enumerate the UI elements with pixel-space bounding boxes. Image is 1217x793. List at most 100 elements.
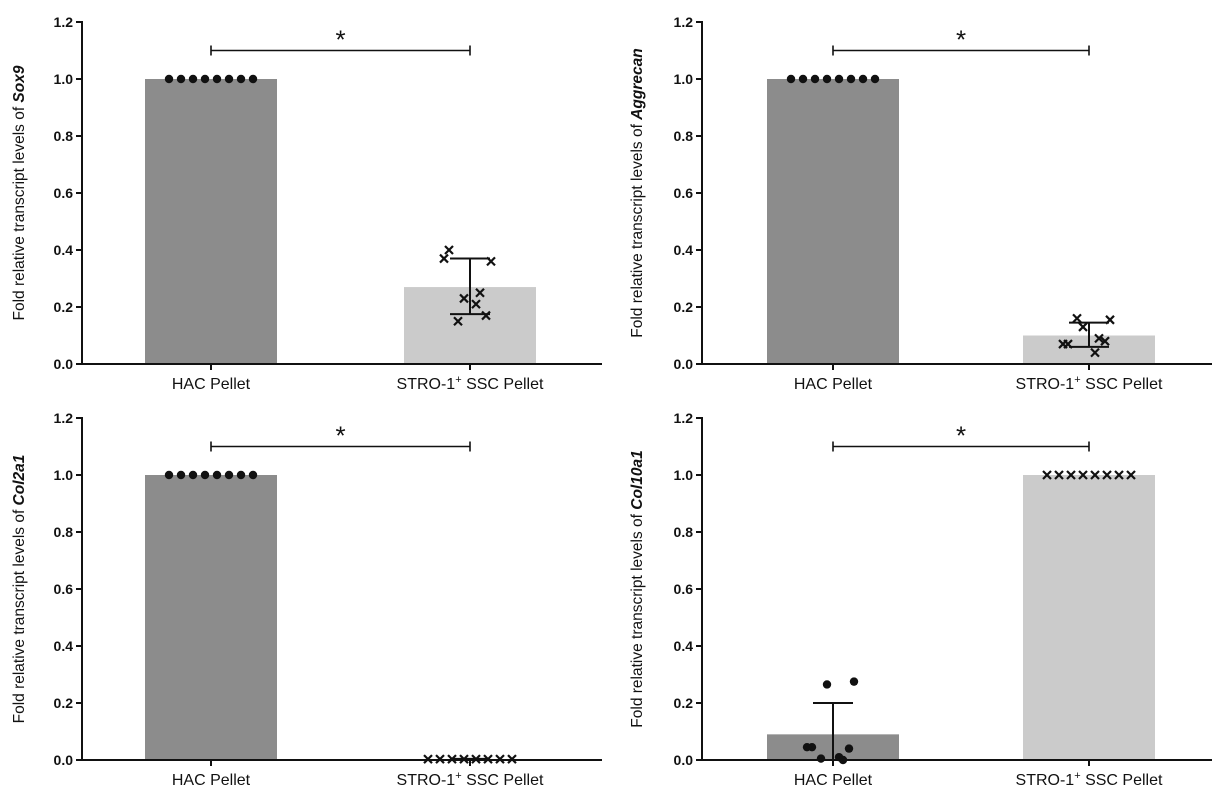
x-category-label: STRO-1+ SSC Pellet (397, 770, 544, 789)
data-point-1-5 (212, 74, 222, 84)
data-point-2-2 (1105, 315, 1115, 325)
data-point-2-1 (444, 245, 454, 255)
data-point-1-3 (822, 680, 832, 689)
y-tick-label: 1.2 (674, 410, 694, 426)
data-point-1-8 (248, 470, 258, 480)
data-point-2-2 (1054, 470, 1064, 480)
x-category-label: STRO-1+ SSC Pellet (397, 374, 544, 393)
y-tick-label: 0.4 (54, 242, 74, 258)
data-point-1-2 (798, 74, 808, 84)
data-point-2-5 (1090, 470, 1100, 480)
data-point-2-3 (1066, 470, 1076, 480)
data-point-2-7 (1114, 470, 1124, 480)
data-point-1-1 (164, 470, 174, 480)
y-tick-label: 1.0 (54, 467, 74, 483)
data-point-1-8 (802, 742, 812, 752)
bar-1 (145, 475, 277, 760)
data-point-1-6 (224, 470, 234, 480)
data-point-2-6 (1102, 470, 1112, 480)
y-tick-label: 0.0 (674, 356, 694, 372)
y-tick-label: 1.2 (674, 14, 694, 30)
y-tick-label: 1.0 (674, 467, 694, 483)
data-point-1-6 (846, 74, 856, 84)
bar-1 (767, 79, 899, 364)
y-tick-label: 0.4 (674, 638, 694, 654)
data-point-2-8 (1058, 339, 1068, 349)
data-point-1-7 (844, 744, 854, 753)
data-point-2-8 (439, 253, 449, 264)
y-tick-label: 0.0 (54, 356, 74, 372)
y-tick-label: 0.6 (674, 185, 694, 201)
x-category-label: HAC Pellet (794, 376, 873, 393)
data-point-1-7 (236, 470, 246, 480)
y-tick-label: 1.2 (54, 410, 74, 426)
y-axis-label: Fold relative transcript levels of Col2a… (11, 455, 28, 724)
y-tick-label: 0.8 (54, 128, 74, 144)
y-tick-label: 0.4 (54, 638, 74, 654)
data-point-2-7 (1100, 336, 1110, 346)
chart-panel-1: 0.0 0.2 0.4 0.6 0.8 1.0 1.2 HAC Pellet STRO-1+ S… (11, 14, 602, 393)
data-point-1-3 (188, 470, 198, 480)
chart-panel-2: 0.0 0.2 0.4 0.6 0.8 1.0 1.2 HAC Pellet STRO-1+ S… (629, 14, 1212, 393)
y-axis-label: Fold relative transcript levels of Col10… (629, 450, 646, 727)
y-tick-label: 0.2 (54, 299, 74, 315)
y-tick-label: 0.8 (54, 524, 74, 540)
data-point-1-3 (188, 74, 198, 84)
y-tick-label: 0.8 (674, 524, 694, 540)
data-point-2-4 (471, 299, 481, 309)
data-point-2-5 (475, 287, 485, 298)
y-tick-label: 1.0 (674, 71, 694, 87)
data-point-1-5 (212, 470, 222, 480)
significance-label: * (956, 421, 966, 451)
bar-2 (1023, 475, 1155, 760)
y-tick-label: 0.8 (674, 128, 694, 144)
y-tick-label: 0.0 (54, 752, 74, 768)
data-point-1-1 (164, 74, 174, 84)
x-category-label: HAC Pellet (172, 376, 251, 393)
data-point-2-4 (1090, 347, 1100, 358)
data-point-2-1 (1042, 470, 1052, 480)
y-tick-label: 0.6 (54, 581, 74, 597)
data-point-1-5 (834, 74, 844, 84)
data-point-2-8 (1126, 470, 1136, 480)
data-point-2-3 (1078, 322, 1088, 332)
data-point-1-7 (236, 74, 246, 84)
y-tick-label: 1.2 (54, 14, 74, 30)
data-point-1-8 (870, 74, 880, 84)
x-category-label: HAC Pellet (794, 772, 873, 789)
data-point-1-2 (176, 470, 186, 480)
y-tick-label: 0.2 (674, 695, 694, 711)
bar-1 (145, 79, 277, 364)
data-point-2-6 (1072, 313, 1082, 324)
data-point-1-8 (248, 74, 258, 84)
data-point-1-3 (810, 74, 820, 84)
data-point-2-6 (453, 316, 463, 327)
significance-label: * (335, 421, 345, 451)
x-category-label: STRO-1+ SSC Pellet (1016, 374, 1163, 393)
data-point-1-2 (849, 677, 859, 686)
y-tick-label: 1.0 (54, 71, 74, 87)
y-tick-label: 0.2 (674, 299, 694, 315)
data-point-1-2 (176, 74, 186, 84)
data-point-1-6 (816, 754, 826, 763)
significance-label: * (335, 25, 345, 55)
significance-label: * (956, 25, 966, 55)
y-tick-label: 0.4 (674, 242, 694, 258)
y-tick-label: 0.2 (54, 695, 74, 711)
data-point-1-4 (200, 470, 210, 480)
data-point-1-4 (200, 74, 210, 84)
chart-panel-4: 0.0 0.2 0.4 0.6 0.8 1.0 1.2 HAC Pellet STRO-1+ S… (629, 410, 1212, 789)
y-tick-label: 0.6 (674, 581, 694, 597)
x-category-label: STRO-1+ SSC Pellet (1016, 770, 1163, 789)
data-point-1-4 (822, 74, 832, 84)
data-point-2-3 (459, 293, 469, 304)
data-point-2-4 (1078, 470, 1088, 480)
data-point-2-5 (1094, 333, 1104, 344)
data-point-1-6 (224, 74, 234, 84)
y-tick-label: 0.6 (54, 185, 74, 201)
chart-panel-3: 0.0 0.2 0.4 0.6 0.8 1.0 1.2 HAC Pellet STRO-1+ S… (11, 410, 602, 789)
data-point-2-2 (486, 256, 496, 267)
data-point-1-1 (786, 74, 796, 84)
y-axis-label: Fold relative transcript levels of Sox9 (11, 65, 28, 320)
